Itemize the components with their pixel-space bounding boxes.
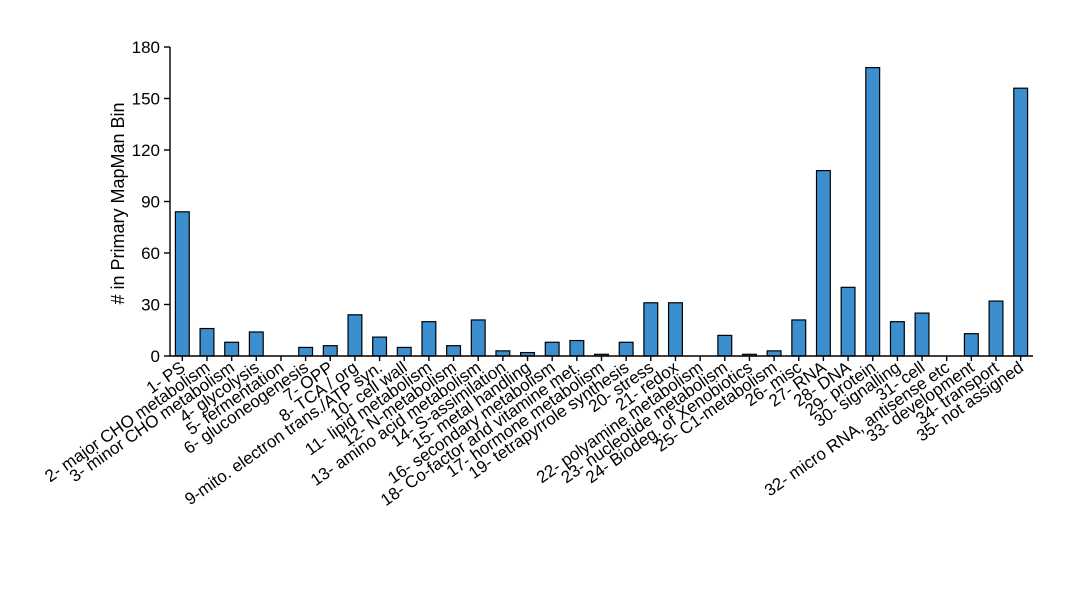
y-tick-label: 30 [141, 296, 160, 315]
bar [322, 345, 338, 357]
bar [1013, 87, 1029, 357]
y-tick-label: 60 [141, 244, 160, 263]
y-axis-title: # in Primary MapMan Bin [108, 102, 128, 304]
bar [988, 300, 1004, 357]
bar [840, 286, 856, 357]
bar [569, 339, 585, 357]
bar [963, 333, 979, 357]
bar [914, 312, 930, 357]
bar [815, 170, 831, 357]
bar [791, 319, 807, 357]
y-tick-label: 120 [132, 141, 160, 160]
bar [865, 66, 881, 357]
bar [618, 341, 634, 357]
bar [224, 341, 240, 357]
bar [372, 336, 388, 357]
bar [199, 327, 215, 357]
bar [766, 350, 782, 357]
bar [889, 321, 905, 357]
bar [495, 350, 511, 357]
bar [643, 302, 659, 357]
y-tick-label: 150 [132, 90, 160, 109]
bar [717, 334, 733, 357]
y-axis: 0 30 60 90 120 150 180 [132, 38, 171, 366]
bar [544, 341, 560, 357]
bar [347, 314, 363, 357]
bar [470, 319, 486, 357]
bars [174, 66, 1029, 357]
y-tick-label: 90 [141, 193, 160, 212]
bar [396, 346, 412, 357]
bar [667, 302, 683, 357]
y-tick-label: 0 [151, 347, 160, 366]
bar [298, 346, 314, 357]
bar [174, 211, 190, 357]
bar [248, 331, 264, 357]
bar [421, 321, 437, 357]
bar [446, 345, 462, 357]
y-tick-label: 180 [132, 38, 160, 57]
